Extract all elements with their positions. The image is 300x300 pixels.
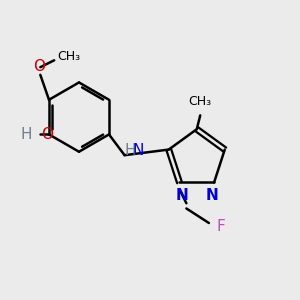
Text: CH₃: CH₃ [58, 50, 81, 63]
Text: CH₃: CH₃ [189, 95, 212, 108]
Text: O: O [41, 127, 53, 142]
Text: H: H [20, 127, 32, 142]
Text: F: F [217, 219, 225, 234]
Text: H: H [125, 143, 136, 158]
Text: N: N [206, 188, 219, 203]
Text: N: N [176, 188, 189, 203]
Text: N: N [133, 143, 144, 158]
Text: O: O [33, 59, 45, 74]
